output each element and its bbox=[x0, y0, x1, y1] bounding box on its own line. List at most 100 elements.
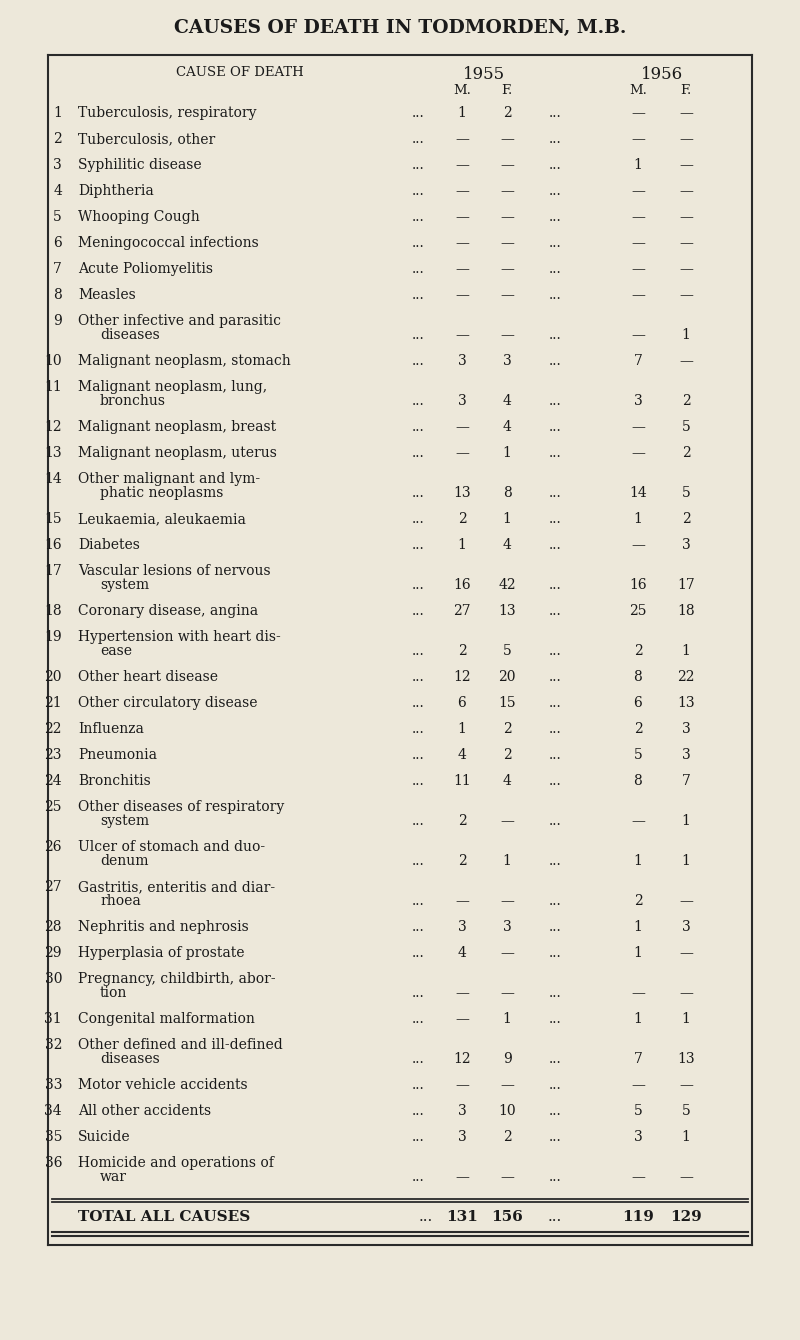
Text: 16: 16 bbox=[453, 578, 471, 592]
Text: ...: ... bbox=[549, 722, 562, 736]
Text: 1: 1 bbox=[502, 854, 511, 868]
Text: 29: 29 bbox=[45, 946, 62, 959]
Text: TOTAL ALL CAUSES: TOTAL ALL CAUSES bbox=[78, 1210, 250, 1223]
Text: ...: ... bbox=[412, 394, 424, 407]
Text: 4: 4 bbox=[502, 419, 511, 434]
Text: 4: 4 bbox=[502, 537, 511, 552]
Text: phatic neoplasms: phatic neoplasms bbox=[100, 486, 223, 500]
Text: 8: 8 bbox=[634, 670, 642, 683]
Text: ...: ... bbox=[549, 288, 562, 302]
Text: 8: 8 bbox=[54, 288, 62, 302]
Text: 3: 3 bbox=[502, 921, 511, 934]
Text: 4: 4 bbox=[502, 394, 511, 407]
Text: 3: 3 bbox=[634, 394, 642, 407]
Text: 11: 11 bbox=[453, 775, 471, 788]
Text: —: — bbox=[455, 986, 469, 1000]
Text: —: — bbox=[455, 1077, 469, 1092]
Text: ...: ... bbox=[549, 354, 562, 368]
Text: Pregnancy, childbirth, abor-: Pregnancy, childbirth, abor- bbox=[78, 972, 276, 986]
Text: 3: 3 bbox=[634, 1130, 642, 1144]
Text: ...: ... bbox=[412, 184, 424, 198]
Text: —: — bbox=[500, 328, 514, 342]
Text: —: — bbox=[679, 288, 693, 302]
Text: —: — bbox=[455, 210, 469, 224]
Text: ...: ... bbox=[548, 1210, 562, 1223]
Text: Malignant neoplasm, stomach: Malignant neoplasm, stomach bbox=[78, 354, 290, 368]
Text: denum: denum bbox=[100, 854, 149, 868]
Text: 20: 20 bbox=[45, 670, 62, 683]
Text: —: — bbox=[500, 133, 514, 146]
Text: system: system bbox=[100, 813, 149, 828]
Text: ...: ... bbox=[549, 604, 562, 618]
Text: —: — bbox=[455, 1170, 469, 1185]
Text: 13: 13 bbox=[44, 446, 62, 460]
Text: Influenza: Influenza bbox=[78, 722, 144, 736]
Text: —: — bbox=[679, 210, 693, 224]
Text: 1: 1 bbox=[458, 722, 466, 736]
Text: Other diseases of respiratory: Other diseases of respiratory bbox=[78, 800, 284, 813]
Text: 25: 25 bbox=[45, 800, 62, 813]
Text: ...: ... bbox=[549, 328, 562, 342]
Text: —: — bbox=[631, 986, 645, 1000]
Text: —: — bbox=[500, 1170, 514, 1185]
Text: ...: ... bbox=[412, 1052, 424, 1067]
Text: —: — bbox=[455, 1012, 469, 1026]
Text: 8: 8 bbox=[502, 486, 511, 500]
Text: 11: 11 bbox=[44, 381, 62, 394]
Text: 1: 1 bbox=[682, 645, 690, 658]
Text: ...: ... bbox=[549, 748, 562, 762]
Text: ...: ... bbox=[549, 670, 562, 683]
Text: —: — bbox=[455, 236, 469, 251]
Text: 3: 3 bbox=[682, 748, 690, 762]
Text: ...: ... bbox=[412, 236, 424, 251]
Text: —: — bbox=[631, 263, 645, 276]
Text: 5: 5 bbox=[682, 1104, 690, 1118]
Text: ...: ... bbox=[412, 748, 424, 762]
Text: 17: 17 bbox=[44, 564, 62, 578]
Text: ...: ... bbox=[549, 813, 562, 828]
Text: 3: 3 bbox=[682, 537, 690, 552]
Text: —: — bbox=[679, 184, 693, 198]
Text: 18: 18 bbox=[44, 604, 62, 618]
Text: 3: 3 bbox=[458, 1104, 466, 1118]
Text: ...: ... bbox=[412, 133, 424, 146]
Text: bronchus: bronchus bbox=[100, 394, 166, 407]
Text: 15: 15 bbox=[498, 695, 516, 710]
Text: 7: 7 bbox=[53, 263, 62, 276]
Text: ...: ... bbox=[412, 1077, 424, 1092]
Text: 8: 8 bbox=[634, 775, 642, 788]
Text: 3: 3 bbox=[458, 394, 466, 407]
Text: ...: ... bbox=[549, 1170, 562, 1185]
Text: —: — bbox=[679, 263, 693, 276]
Text: 129: 129 bbox=[670, 1210, 702, 1223]
Text: —: — bbox=[455, 894, 469, 909]
Text: ...: ... bbox=[412, 210, 424, 224]
Text: —: — bbox=[455, 419, 469, 434]
Text: ...: ... bbox=[549, 1012, 562, 1026]
Text: 9: 9 bbox=[54, 314, 62, 328]
Text: —: — bbox=[500, 288, 514, 302]
Text: ...: ... bbox=[412, 921, 424, 934]
Text: 12: 12 bbox=[453, 670, 471, 683]
Text: Congenital malformation: Congenital malformation bbox=[78, 1012, 255, 1026]
Text: 31: 31 bbox=[44, 1012, 62, 1026]
Text: ...: ... bbox=[412, 1104, 424, 1118]
Text: 1: 1 bbox=[634, 1012, 642, 1026]
Text: —: — bbox=[455, 184, 469, 198]
Text: Gastritis, enteritis and diar-: Gastritis, enteritis and diar- bbox=[78, 880, 275, 894]
Text: 2: 2 bbox=[634, 645, 642, 658]
Text: —: — bbox=[500, 263, 514, 276]
Text: ...: ... bbox=[412, 328, 424, 342]
Text: ...: ... bbox=[412, 354, 424, 368]
Text: ...: ... bbox=[549, 1104, 562, 1118]
Text: —: — bbox=[455, 288, 469, 302]
Text: 26: 26 bbox=[45, 840, 62, 854]
Text: 6: 6 bbox=[54, 236, 62, 251]
Text: 4: 4 bbox=[458, 748, 466, 762]
Text: —: — bbox=[455, 328, 469, 342]
Text: 32: 32 bbox=[45, 1038, 62, 1052]
Text: Suicide: Suicide bbox=[78, 1130, 130, 1144]
Text: 1: 1 bbox=[634, 946, 642, 959]
Text: Diphtheria: Diphtheria bbox=[78, 184, 154, 198]
Text: —: — bbox=[455, 446, 469, 460]
